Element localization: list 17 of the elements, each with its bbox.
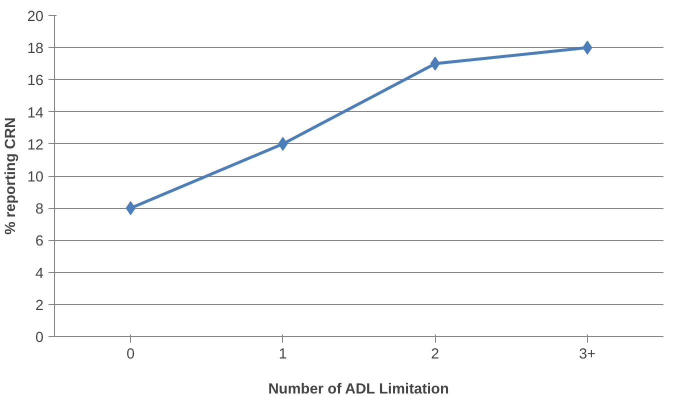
y-tick-label: 2 bbox=[35, 298, 44, 314]
y-tick-label: 18 bbox=[27, 41, 44, 58]
y-tick-label: 12 bbox=[27, 137, 44, 154]
y-tick-label: 14 bbox=[27, 105, 44, 122]
x-axis-title: Number of ADL Limitation bbox=[268, 382, 450, 398]
x-tick-label: 0 bbox=[126, 346, 135, 362]
y-tick-label: 8 bbox=[35, 202, 44, 218]
x-tick-label: 3+ bbox=[579, 346, 596, 362]
y-tick-label: 0 bbox=[35, 330, 44, 346]
x-tick-label: 2 bbox=[431, 346, 440, 362]
x-tick-label: 1 bbox=[278, 346, 287, 362]
y-tick-label: 4 bbox=[35, 266, 44, 282]
y-axis-title: % reporting CRN bbox=[3, 117, 20, 235]
y-tick-label: 10 bbox=[27, 170, 44, 186]
y-tick-label: 20 bbox=[27, 9, 44, 25]
y-tick-label: 16 bbox=[27, 73, 44, 90]
y-tick-label: 6 bbox=[35, 234, 44, 250]
